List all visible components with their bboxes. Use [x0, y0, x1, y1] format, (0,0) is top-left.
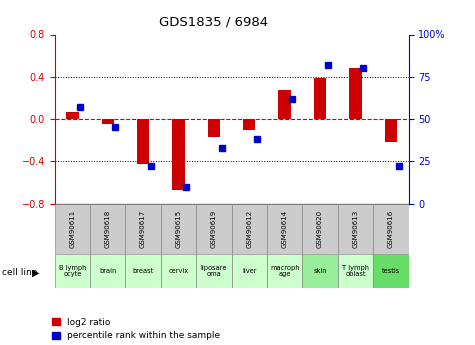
Bar [137, 119, 149, 165]
Bar [349, 68, 361, 119]
Bar [314, 78, 326, 119]
Text: B lymph
ocyte: B lymph ocyte [58, 265, 86, 277]
Text: GDS1835 / 6984: GDS1835 / 6984 [159, 16, 268, 29]
Text: GSM90611: GSM90611 [69, 209, 76, 248]
Text: liposare
oma: liposare oma [200, 265, 227, 277]
Text: breast: breast [133, 268, 154, 274]
Bar [196, 204, 232, 254]
Bar [232, 204, 267, 254]
Text: GSM90619: GSM90619 [211, 209, 217, 248]
Bar [102, 119, 114, 124]
Bar [267, 254, 303, 288]
Bar [125, 254, 161, 288]
Text: ▶: ▶ [32, 268, 40, 277]
Bar [161, 254, 196, 288]
Legend: log2 ratio, percentile rank within the sample: log2 ratio, percentile rank within the s… [52, 318, 220, 341]
Text: liver: liver [242, 268, 256, 274]
Text: cervix: cervix [169, 268, 189, 274]
Text: GSM90618: GSM90618 [104, 209, 111, 248]
Text: GSM90616: GSM90616 [388, 209, 394, 248]
Bar [55, 204, 90, 254]
Bar [66, 112, 78, 119]
Text: macroph
age: macroph age [270, 265, 299, 277]
Text: skin: skin [314, 268, 327, 274]
Bar [303, 254, 338, 288]
Text: GSM90612: GSM90612 [246, 209, 252, 248]
Bar [172, 119, 185, 190]
Text: GSM90615: GSM90615 [175, 209, 181, 248]
Text: cell line: cell line [2, 268, 38, 277]
Bar [338, 204, 373, 254]
Bar [243, 119, 256, 130]
Text: GSM90613: GSM90613 [352, 209, 359, 248]
Bar [385, 119, 397, 142]
Bar [196, 254, 232, 288]
Bar [373, 254, 408, 288]
Bar [90, 254, 125, 288]
Bar [278, 90, 291, 119]
Bar [55, 254, 90, 288]
Bar [303, 204, 338, 254]
Bar [90, 204, 125, 254]
Bar [338, 254, 373, 288]
Text: testis: testis [382, 268, 400, 274]
Bar [232, 254, 267, 288]
Text: T lymph
oblast: T lymph oblast [342, 265, 369, 277]
Text: brain: brain [99, 268, 116, 274]
Text: GSM90620: GSM90620 [317, 209, 323, 248]
Bar [208, 119, 220, 137]
Bar [161, 204, 196, 254]
Text: GSM90617: GSM90617 [140, 209, 146, 248]
Bar [267, 204, 303, 254]
Bar [373, 204, 408, 254]
Bar [125, 204, 161, 254]
Text: GSM90614: GSM90614 [282, 209, 288, 248]
